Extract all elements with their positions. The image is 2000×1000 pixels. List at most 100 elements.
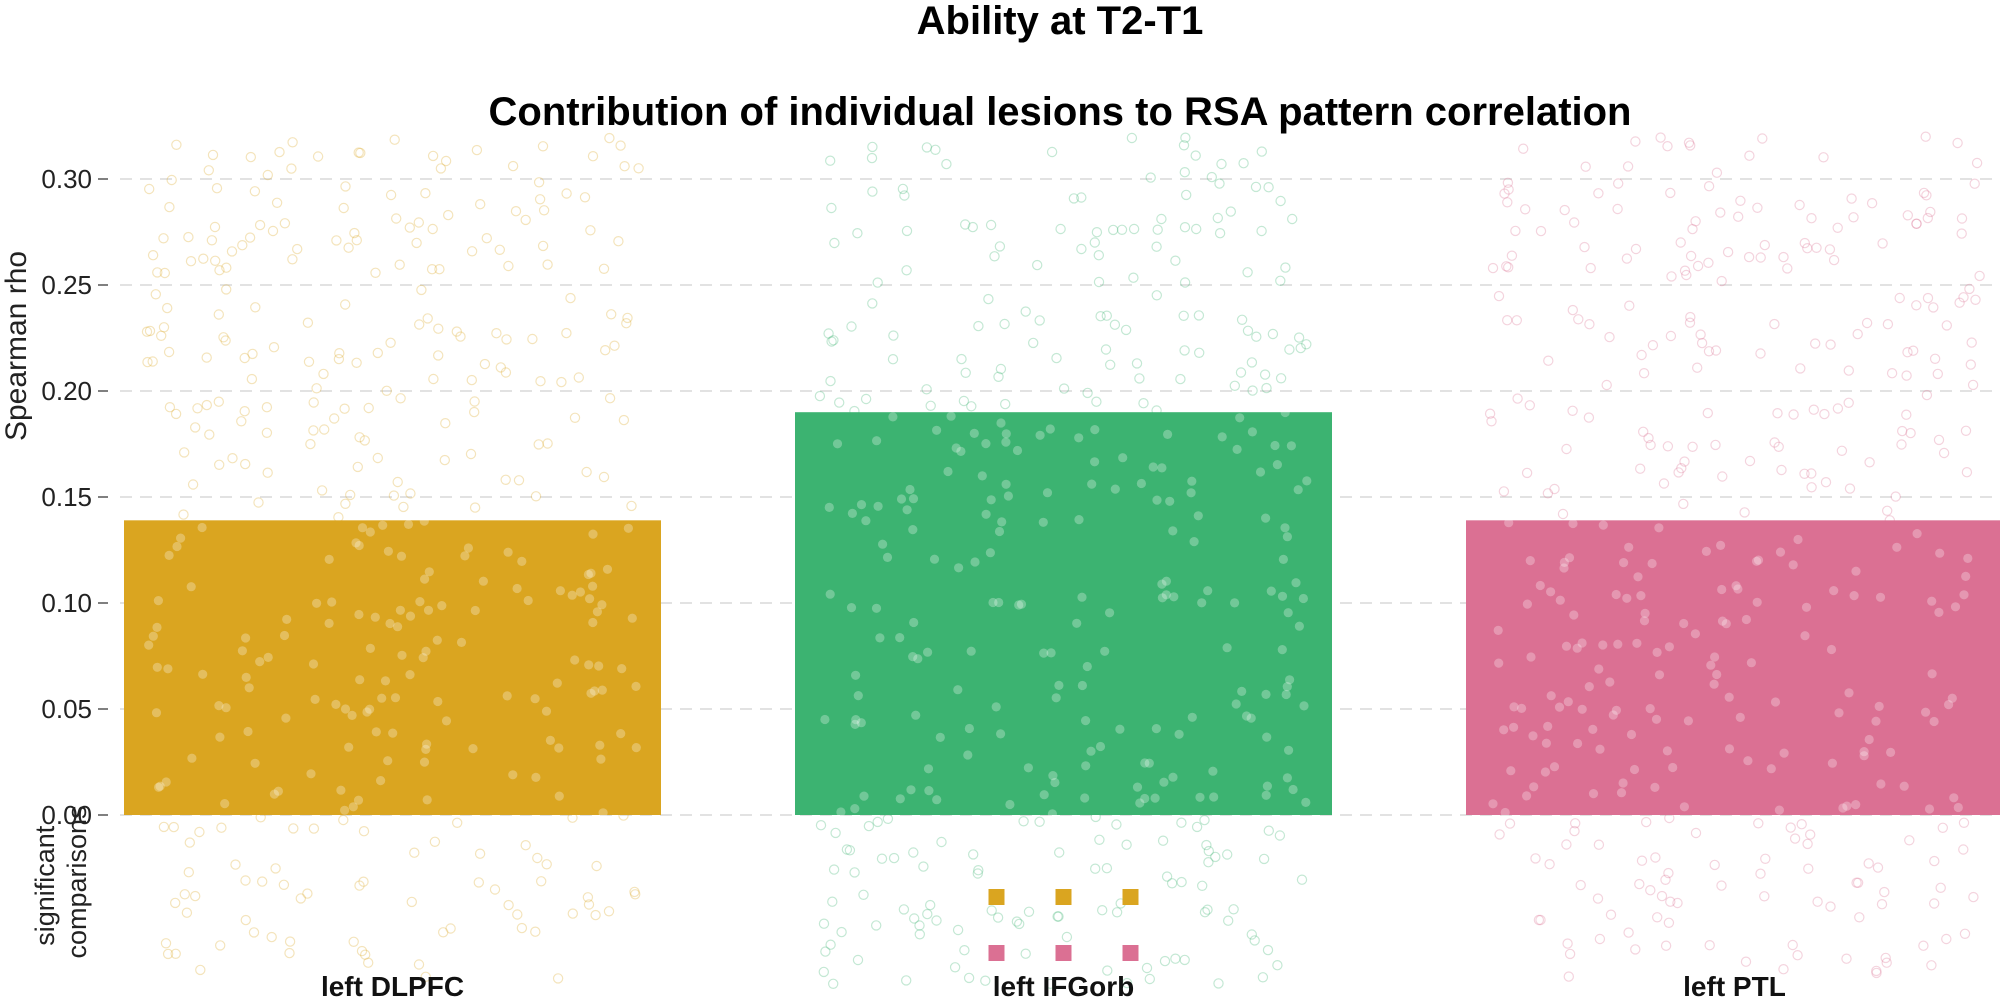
- data-point: [1665, 330, 1677, 342]
- data-point: [269, 789, 279, 799]
- data-point: [1299, 701, 1309, 711]
- data-point: [1540, 767, 1550, 777]
- data-point: [327, 597, 337, 607]
- data-point: [1301, 339, 1312, 350]
- data-point: [1157, 593, 1167, 603]
- data-point: [1189, 537, 1199, 547]
- data-point: [206, 235, 218, 246]
- data-point: [1506, 250, 1518, 261]
- data-point: [1255, 467, 1266, 477]
- data-point: [1498, 486, 1510, 497]
- data-point: [1664, 642, 1674, 652]
- data-point: [1872, 862, 1884, 873]
- y-tick-label: 0.25: [41, 270, 92, 300]
- data-point: [469, 406, 480, 418]
- data-point: [1716, 540, 1726, 551]
- data-point: [1195, 792, 1205, 802]
- data-point: [1639, 616, 1650, 626]
- data-point: [158, 821, 170, 833]
- data-point: [359, 435, 370, 446]
- data-point: [598, 263, 610, 274]
- data-point: [1504, 518, 1514, 528]
- data-point: [1503, 184, 1514, 195]
- data-point: [1500, 807, 1510, 818]
- data-point: [1861, 317, 1873, 329]
- data-point: [1082, 387, 1093, 399]
- data-point: [1794, 199, 1805, 211]
- chart-subtitle: Contribution of individual lesions to RS…: [489, 90, 1632, 134]
- data-point: [255, 657, 265, 667]
- data-point: [1510, 225, 1521, 237]
- data-point: [1928, 302, 1939, 313]
- data-point: [846, 603, 857, 613]
- data-point: [422, 795, 432, 805]
- data-point: [966, 401, 977, 412]
- data-point: [183, 867, 194, 878]
- data-point: [237, 646, 247, 656]
- data-point: [331, 235, 342, 246]
- data-point: [1722, 246, 1734, 258]
- data-point: [1564, 553, 1575, 563]
- data-point: [388, 728, 398, 738]
- data-point: [316, 485, 328, 496]
- data-point: [303, 356, 315, 367]
- data-point: [1156, 213, 1167, 225]
- data-point: [372, 452, 383, 464]
- data-point: [183, 231, 194, 243]
- data-point: [220, 335, 231, 346]
- data-point: [432, 635, 442, 645]
- data-point: [1902, 347, 1913, 358]
- data-point: [536, 876, 547, 887]
- data-point: [1874, 701, 1884, 712]
- data-point: [308, 823, 320, 834]
- data-point: [583, 569, 594, 580]
- data-point: [545, 735, 556, 746]
- data-point: [1652, 647, 1662, 658]
- data-point: [507, 160, 519, 172]
- data-point: [443, 209, 454, 221]
- data-point: [1844, 483, 1856, 494]
- data-point: [1612, 203, 1623, 215]
- data-point: [1095, 741, 1106, 752]
- data-point: [615, 140, 626, 151]
- data-point: [1905, 427, 1916, 439]
- data-point: [604, 393, 616, 404]
- data-point: [1278, 554, 1288, 565]
- data-point: [604, 132, 615, 144]
- data-point: [1559, 563, 1569, 573]
- data-point: [209, 255, 221, 266]
- data-point: [581, 466, 592, 478]
- data-point: [538, 205, 550, 216]
- data-point: [1256, 146, 1268, 157]
- data-point: [1284, 745, 1294, 755]
- data-point: [1569, 825, 1580, 837]
- data-point: [569, 412, 581, 423]
- data-point: [1598, 640, 1608, 650]
- data-point: [151, 708, 162, 718]
- data-point: [941, 158, 952, 170]
- data-point: [189, 422, 201, 433]
- data-point: [1672, 897, 1683, 909]
- data-point: [1055, 223, 1066, 235]
- data-point: [1740, 956, 1752, 967]
- data-point: [585, 225, 596, 236]
- data-point: [478, 576, 488, 586]
- data-point: [1808, 404, 1820, 415]
- data-point: [1724, 692, 1734, 702]
- data-point: [534, 194, 546, 205]
- data-point: [1690, 216, 1701, 227]
- data-point: [1229, 380, 1241, 391]
- data-point: [1081, 716, 1091, 726]
- data-point: [895, 633, 905, 643]
- data-point: [1967, 379, 1979, 391]
- data-point: [1228, 904, 1239, 915]
- data-point: [1741, 614, 1751, 625]
- data-point: [1782, 263, 1793, 274]
- data-point: [1618, 778, 1628, 788]
- data-point: [1191, 821, 1203, 833]
- data-point: [1493, 290, 1505, 302]
- data-point: [616, 729, 626, 739]
- on-bar-scatter-points: [144, 407, 1973, 819]
- data-point: [1651, 714, 1662, 724]
- data-point: [155, 781, 165, 791]
